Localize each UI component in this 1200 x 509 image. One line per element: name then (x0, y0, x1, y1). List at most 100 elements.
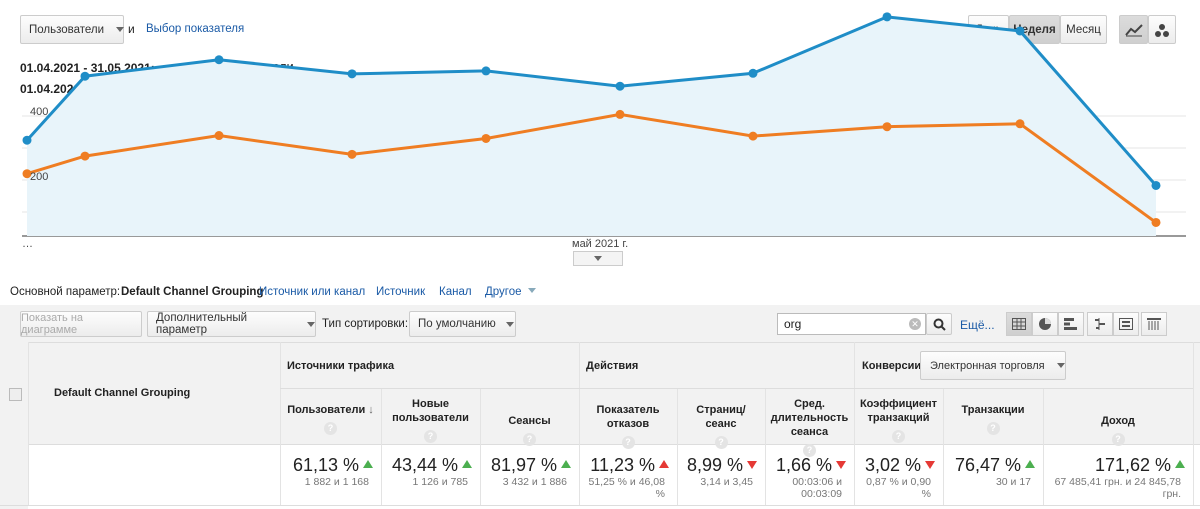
column-header-label: Сред. длительность сеанса (770, 398, 849, 438)
help-icon[interactable]: ? (892, 430, 905, 443)
chevron-down-icon (527, 288, 536, 293)
metric-change-value: 171,62 % (1095, 455, 1185, 476)
secondary-dimension-select[interactable]: Дополнительный параметр (147, 311, 316, 337)
chevron-down-icon (307, 321, 315, 327)
column-header-label: Новые пользователи (392, 398, 469, 424)
arrow-up-icon (363, 460, 373, 468)
search-input-value: org (784, 317, 802, 331)
column-header[interactable]: Пользователи ↓? (284, 403, 377, 435)
point-current-5[interactable] (615, 81, 625, 91)
column-header[interactable]: Страниц/ сеанс? (681, 403, 761, 449)
point-previous-5[interactable] (615, 109, 625, 119)
term-cloud-view-button[interactable] (1113, 312, 1139, 336)
help-icon[interactable]: ? (986, 422, 1000, 435)
grid-icon (1012, 318, 1026, 330)
table-bottom-line (0, 505, 1200, 506)
point-current-3[interactable] (347, 69, 357, 79)
column-header[interactable]: Сред. длительность сеанса? (769, 397, 850, 457)
legend-row-previous: 01.04.2020 - 31.05.2020: (20, 82, 155, 96)
help-icon[interactable]: ? (714, 436, 728, 449)
help-icon[interactable]: ? (621, 436, 635, 449)
choose-metric-link[interactable]: Выбор показателя (146, 23, 245, 35)
metric-change-value: 43,44 % (392, 455, 472, 476)
search-button[interactable] (926, 313, 952, 335)
conversions-type-select[interactable]: Электронная торговля (920, 351, 1066, 380)
chart-collapse-handle[interactable] (573, 251, 623, 266)
metric-compare-values: 1 882 и 1 168 (304, 476, 369, 488)
comparison-view-button[interactable] (1087, 312, 1113, 336)
point-current-4[interactable] (481, 66, 491, 76)
show-on-chart-button[interactable]: Показать на диаграмме (20, 311, 142, 337)
table-checkbox-column (0, 342, 28, 509)
legend-row-current: 01.04.2021 - 31.05.2021: (20, 61, 155, 75)
motion-chart-view-button[interactable] (1148, 15, 1176, 44)
point-current-9[interactable] (1151, 180, 1161, 190)
pie-view-button[interactable] (1032, 312, 1058, 336)
select-all-checkbox[interactable] (9, 388, 22, 401)
metric-change-value: 61,13 % (293, 455, 373, 476)
pivot-view-button[interactable] (1141, 312, 1167, 336)
point-previous-2[interactable] (214, 131, 224, 141)
column-header-label: Доход (1101, 415, 1135, 427)
period-month-button[interactable]: Месяц (1060, 15, 1107, 44)
arrow-up-icon (561, 460, 571, 468)
group-traffic-sources: Источники трафика (287, 360, 395, 372)
column-header[interactable]: Доход? (1047, 414, 1189, 446)
point-previous-6[interactable] (748, 131, 758, 141)
legend-range-current: 01.04.2021 - 31.05.2021: (20, 61, 155, 75)
arrow-up-icon (659, 460, 669, 468)
y-tick-200: 200 (30, 171, 49, 183)
chevron-down-icon (116, 27, 125, 32)
dimension-column-header[interactable]: Default Channel Grouping (54, 387, 191, 399)
bar-view-button[interactable] (1058, 312, 1084, 336)
legend-range-previous: 01.04.2020 - 31.05.2020: (20, 82, 155, 96)
column-header[interactable]: Показатель отказов? (583, 403, 673, 449)
sort-type-select[interactable]: По умолчанию (409, 311, 516, 337)
dimension-other[interactable]: Другое (485, 286, 536, 298)
line-chart-view-button[interactable] (1119, 15, 1148, 44)
point-current-6[interactable] (748, 68, 758, 78)
period-week-button[interactable]: Неделя (1009, 15, 1060, 44)
metric-select[interactable]: Пользователи (20, 15, 125, 44)
column-header[interactable]: Транзакции? (947, 403, 1039, 435)
sort-type-label: Тип сортировки: (322, 318, 409, 330)
column-header[interactable]: Коэффициент транзакций? (858, 397, 939, 443)
help-icon[interactable]: ? (803, 444, 816, 457)
column-header[interactable]: Сеансы? (484, 414, 575, 446)
column-divider (28, 342, 29, 505)
point-previous-3[interactable] (347, 149, 357, 159)
point-current-7[interactable] (882, 12, 892, 22)
point-previous-1[interactable] (80, 151, 90, 161)
more-options-link[interactable]: Ещё... (960, 318, 995, 332)
group-conversions: Конверсии (862, 360, 922, 372)
primary-dimension-active: Default Channel Grouping (121, 286, 264, 298)
point-previous-9[interactable] (1151, 217, 1161, 227)
dimension-source[interactable]: Источник (376, 286, 426, 298)
table-view-button[interactable] (1006, 312, 1032, 336)
point-previous-7[interactable] (882, 122, 892, 132)
help-icon[interactable]: ? (1111, 433, 1125, 446)
metric-compare-values: 3,14 и 3,45 (700, 476, 753, 488)
chevron-down-icon (1056, 363, 1065, 368)
search-icon (933, 318, 946, 331)
help-icon[interactable]: ? (424, 430, 437, 443)
pivot-table-icon (1147, 318, 1161, 330)
table-search-input[interactable]: org ✕ (777, 313, 926, 335)
point-current-0[interactable] (22, 135, 32, 145)
legend-label-current: Пользователи (212, 60, 294, 74)
help-icon[interactable]: ? (324, 422, 337, 435)
column-header-label: Показатель отказов (596, 404, 660, 430)
point-previous-8[interactable] (1015, 119, 1025, 129)
clear-search-icon[interactable]: ✕ (909, 318, 921, 330)
column-header[interactable]: Новые пользователи? (385, 397, 476, 443)
series-line-previous (26, 112, 1157, 224)
legend-dot-current (195, 64, 204, 73)
metric-compare-values: 1 126 и 785 (412, 476, 469, 488)
group-actions: Действия (586, 360, 639, 372)
dimension-medium[interactable]: Канал (439, 286, 472, 298)
column-divider (1193, 342, 1194, 505)
dimension-source-medium[interactable]: Источник или канал (259, 286, 366, 298)
point-previous-4[interactable] (481, 133, 491, 143)
help-icon[interactable]: ? (523, 433, 536, 446)
period-day-button[interactable]: День (968, 15, 1009, 44)
